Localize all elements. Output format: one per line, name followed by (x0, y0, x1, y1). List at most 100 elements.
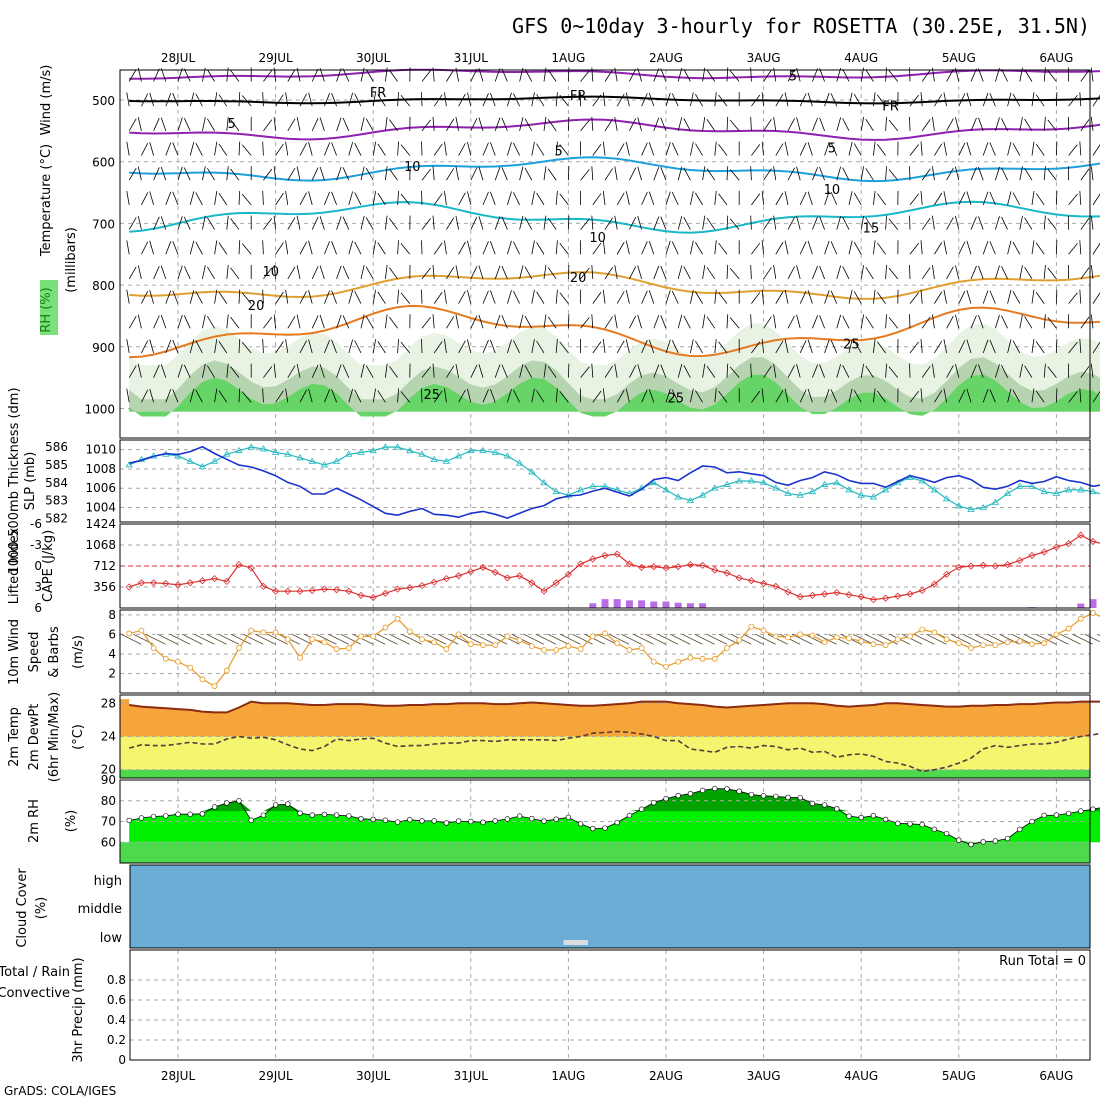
wind-barb (262, 141, 264, 156)
wind-barb (559, 242, 569, 255)
wind-barb (513, 340, 520, 354)
thickness-point (820, 480, 829, 487)
wind-barb (943, 339, 947, 354)
wind-speed-point (565, 643, 572, 650)
wind-speed-point (419, 636, 425, 643)
wind-barb (1019, 215, 1023, 230)
wind-barb (218, 291, 228, 304)
wind-barb (400, 95, 411, 107)
wind-barb (1024, 365, 1033, 378)
date-label-top: 5AUG (942, 51, 976, 65)
wind-barb (614, 116, 618, 131)
wind-barb (807, 191, 813, 206)
wind-barb (702, 363, 706, 378)
wind-barb (141, 192, 149, 206)
wind-barb (602, 190, 606, 205)
wind-barb (348, 290, 354, 304)
wind-barb (311, 167, 319, 181)
thickness-axis-label: 1000-500mb Thickness (dm) (7, 387, 22, 574)
lifted-index-point (662, 564, 670, 572)
wind-barb (1079, 289, 1082, 304)
rh-point (346, 813, 352, 819)
temp-label-2: 2m DewPt (27, 704, 42, 771)
date-label-bottom: 31JUL (454, 1069, 489, 1083)
rh-point (553, 816, 559, 822)
wind-barb (824, 191, 830, 206)
wind-barb (555, 289, 558, 304)
wind-barb (842, 266, 850, 280)
wind-barb (183, 167, 191, 181)
wind-barb (914, 633, 935, 645)
wind-barb (238, 338, 241, 353)
wind-barb (648, 339, 655, 354)
wind-barb (285, 92, 289, 107)
wind-barb (141, 290, 149, 304)
wind-barb (183, 216, 191, 230)
wind-barb (524, 69, 533, 82)
wind-barb (397, 289, 399, 304)
date-label-top: 4AUG (844, 51, 878, 65)
wind-barb (671, 241, 679, 255)
wind-barb (490, 191, 496, 206)
wind-barb (629, 216, 637, 230)
wind-barb (1092, 193, 1100, 206)
wind-barb (975, 633, 996, 645)
wind-barb (365, 217, 374, 230)
wind-barb (1090, 314, 1094, 329)
wind-barb (296, 314, 301, 329)
wind-barb (241, 292, 252, 304)
wind-barb (299, 291, 307, 304)
wind-barb (455, 166, 459, 181)
lifted-index-point (357, 591, 365, 599)
wind-barb (397, 141, 399, 156)
lifted-index-point (333, 586, 341, 594)
wind-barb (958, 340, 966, 354)
wind-speed-point (748, 623, 755, 630)
lifted-index-point (296, 587, 304, 595)
thickness-point (784, 489, 792, 496)
wind-barb (763, 217, 772, 230)
wind-barb (1043, 166, 1046, 181)
lifted-index-line (129, 534, 1100, 601)
wind-barb (342, 68, 350, 82)
wind-barb (149, 92, 154, 107)
wind-barb (207, 217, 215, 230)
wind-barb (978, 314, 984, 329)
wind-barb (342, 265, 350, 280)
wind-barb (1048, 633, 1069, 645)
wind-barb (726, 363, 729, 378)
wind-barb (1079, 190, 1082, 205)
wind-barb (444, 388, 447, 403)
thickness-point (174, 452, 182, 459)
wind-barb (287, 168, 296, 181)
wind-barb (966, 339, 972, 354)
rh-point (358, 816, 364, 822)
wind-barb (385, 215, 388, 230)
wind-barb (218, 242, 228, 255)
wind-barb (336, 265, 342, 280)
wind-barb (226, 314, 229, 329)
wind-barb (671, 290, 679, 304)
wind-barb (287, 217, 296, 230)
wind-barb (982, 339, 989, 354)
wind-barb (665, 388, 671, 403)
wind-barb (1035, 242, 1045, 255)
wind-barb (750, 363, 752, 378)
wind-barb (763, 267, 772, 280)
wind-barb (888, 317, 899, 329)
wind-barb (207, 69, 215, 82)
wind-barb (507, 142, 512, 156)
wind-barb (885, 264, 887, 279)
thickness-point (308, 457, 316, 464)
wind-barb (458, 143, 466, 156)
wind-barb (1068, 95, 1078, 107)
wind-speed-point (919, 626, 926, 633)
wind-speed-point (467, 641, 474, 648)
wind-barb (319, 216, 325, 230)
wind-barb (750, 264, 752, 279)
wind-barb (1012, 389, 1021, 403)
thickness-point (576, 486, 585, 493)
thickness-point (296, 454, 304, 461)
panel-frame (119, 523, 1091, 609)
